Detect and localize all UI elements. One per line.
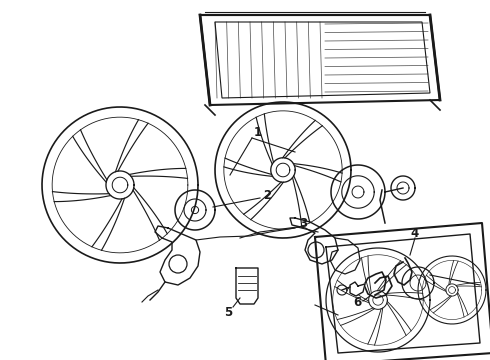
Polygon shape xyxy=(350,282,365,296)
Polygon shape xyxy=(236,268,258,304)
Text: 5: 5 xyxy=(224,306,232,319)
Text: 4: 4 xyxy=(411,226,419,239)
Text: 2: 2 xyxy=(263,189,271,202)
Text: 6: 6 xyxy=(353,297,361,310)
Text: 3: 3 xyxy=(299,216,307,230)
Text: 1: 1 xyxy=(254,126,262,139)
